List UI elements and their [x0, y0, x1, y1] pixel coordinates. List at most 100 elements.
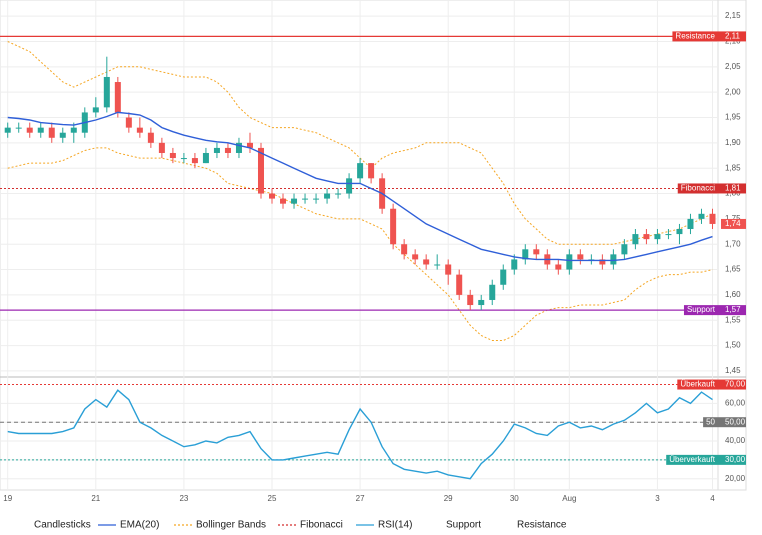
y-tick-label: 1,65 [725, 265, 741, 274]
candle-body [224, 147, 231, 153]
candle-body [577, 254, 584, 260]
candle-body [698, 213, 705, 219]
candle-body [235, 142, 242, 153]
y-tick-label: 40,00 [725, 436, 746, 445]
legend-label[interactable]: Candlesticks [34, 520, 91, 531]
y-tick-label: 1,50 [725, 341, 741, 350]
x-tick-label: 19 [3, 494, 12, 503]
last-price-tag [721, 218, 746, 229]
candle-body [92, 107, 99, 113]
candle-body [269, 193, 276, 199]
y-tick-label: 1,45 [725, 366, 741, 375]
y-tick-label: 1,55 [725, 315, 741, 324]
legend-label[interactable]: EMA(20) [120, 520, 159, 531]
x-tick-label: 25 [268, 494, 277, 503]
candle-body [158, 142, 165, 153]
candle-body [500, 269, 507, 285]
candle-body [566, 254, 573, 270]
level-value: 2,11 [725, 32, 741, 41]
legend-label[interactable]: Bollinger Bands [196, 520, 266, 531]
y-tick-label: 2,05 [725, 62, 741, 71]
level-tag [677, 183, 746, 194]
level-tag [683, 305, 746, 316]
candle-body [125, 117, 132, 128]
x-tick-label: 3 [655, 494, 660, 503]
level-tag [666, 454, 746, 465]
candle-body [412, 254, 419, 260]
candle-body [169, 152, 176, 159]
plot-frame [0, 0, 747, 491]
y-tick-label: 1,90 [725, 138, 741, 147]
candle-body [291, 198, 298, 204]
legend-label[interactable]: Resistance [517, 520, 567, 531]
y-tick-label: 1,95 [725, 113, 741, 122]
candle-body [654, 234, 661, 240]
candle-body [522, 249, 529, 260]
candle-body [687, 218, 694, 230]
level-tag [672, 31, 746, 42]
level-name: Überkauft [680, 380, 715, 389]
candle-body [643, 234, 650, 240]
candle-body [533, 249, 540, 255]
candle-body [456, 274, 463, 295]
rsi-line [7, 389, 713, 480]
candle-body [103, 76, 110, 108]
candle-body [324, 193, 331, 199]
level-value: 50,00 [725, 417, 746, 426]
level-value: 1,81 [725, 184, 741, 193]
candle-body [37, 127, 44, 133]
y-tick-label: 2,15 [725, 11, 741, 20]
y-tick-label: 2,00 [725, 87, 741, 96]
candle-body [478, 299, 485, 306]
candle-body [70, 127, 77, 133]
candle-body [489, 284, 496, 300]
candle-body [335, 193, 342, 195]
candle-body [676, 229, 683, 235]
candle-body [180, 158, 187, 160]
legend-label[interactable]: Support [446, 520, 481, 531]
level-value: 1,57 [725, 305, 741, 314]
candle-body [632, 234, 639, 245]
level-value: 70,00 [725, 380, 746, 389]
x-tick-label: 27 [356, 494, 365, 503]
level-name: Überverkauft [669, 455, 716, 464]
candle-body [621, 244, 628, 255]
y-tick-label: 1,70 [725, 239, 741, 248]
candle-body [202, 152, 209, 164]
candle-body [147, 132, 154, 143]
candle-body [555, 264, 562, 270]
candle-body [280, 198, 287, 204]
candle-body [48, 127, 55, 138]
level-name: Resistance [675, 32, 715, 41]
x-tick-label: 4 [710, 494, 715, 503]
level-tag [703, 417, 746, 428]
level-tag [677, 379, 746, 390]
x-tick-label: 30 [510, 494, 519, 503]
ema-line [7, 111, 713, 262]
candle-body [4, 127, 11, 133]
legend-label[interactable]: RSI(14) [378, 520, 412, 531]
candle-body [511, 259, 518, 270]
candle-body [434, 264, 441, 266]
candle-body [26, 127, 33, 133]
y-tick-label: 1,85 [725, 163, 741, 172]
candle-body [423, 259, 430, 265]
candle-body [213, 147, 220, 153]
candle-body [257, 147, 264, 194]
y-tick-label: 1,75 [725, 214, 741, 223]
candle-body [302, 198, 309, 200]
y-tick-label: 1,60 [725, 290, 741, 299]
candle-body [313, 198, 320, 200]
candle-body [665, 234, 672, 236]
level-name: Fibonacci [681, 184, 715, 193]
legend-label[interactable]: Fibonacci [300, 520, 343, 531]
candle-body [368, 163, 375, 179]
level-name: Support [687, 305, 716, 314]
candle-body [136, 127, 143, 133]
candle-body [445, 264, 452, 275]
candle-body [599, 259, 606, 265]
x-tick-label: 29 [444, 494, 453, 503]
last-price-label: 1,74 [725, 219, 741, 228]
